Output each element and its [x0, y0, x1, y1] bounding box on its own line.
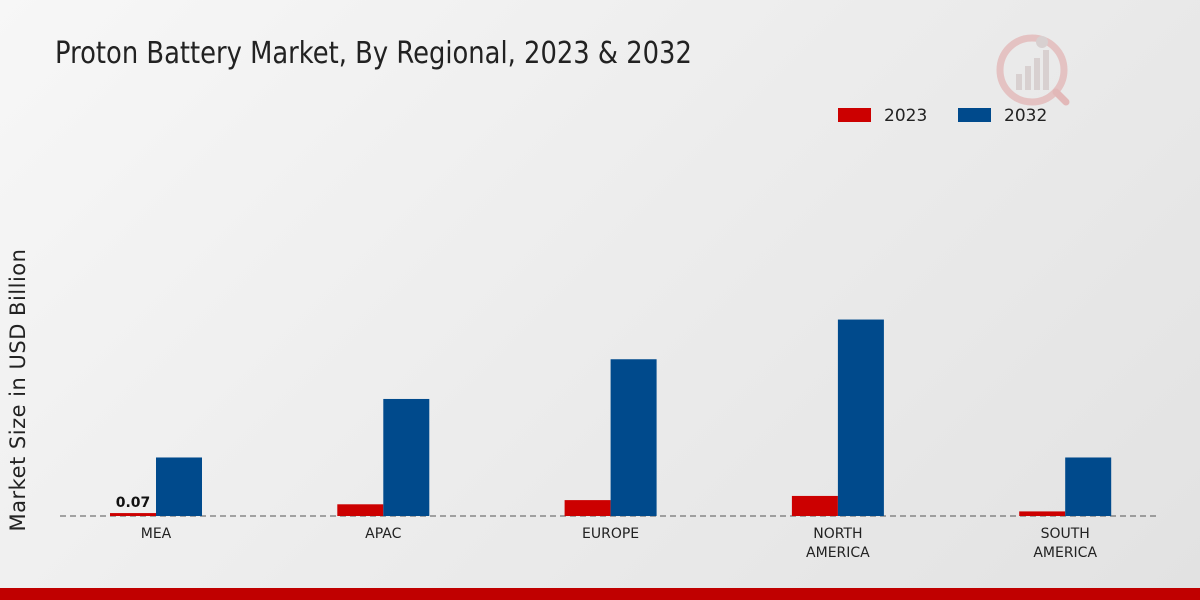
legend-label-2032: 2032: [1004, 106, 1047, 126]
legend-label-2023: 2023: [884, 106, 927, 126]
x-tick-label: AMERICA: [806, 545, 870, 561]
bar-2023-3: [791, 495, 838, 516]
x-tick-label: SOUTH: [1041, 526, 1090, 542]
x-tick-label: AMERICA: [1033, 545, 1097, 561]
bottom-accent-bar: [0, 588, 1200, 600]
bar-2023-0: [110, 513, 156, 516]
x-tick-label: NORTH: [813, 526, 862, 542]
market-research-logo-icon: [996, 34, 1070, 106]
bar-2032-3: [837, 319, 884, 516]
bar-2032-1: [383, 398, 430, 516]
legend-swatch-2032: [958, 108, 991, 122]
bar-2023-1: [337, 504, 384, 516]
bar-2023-2: [564, 500, 611, 516]
bar-2032-2: [610, 359, 657, 516]
x-tick-label: EUROPE: [582, 526, 639, 542]
legend-swatch-2023: [838, 108, 871, 122]
x-tick-label: MEA: [141, 526, 172, 542]
bar-2023-4: [1019, 511, 1066, 516]
chart-title: Proton Battery Market, By Regional, 2023…: [55, 36, 692, 71]
data-label: 0.07: [116, 495, 151, 511]
bar-2032-0: [156, 457, 202, 516]
x-tick-label: APAC: [365, 526, 401, 542]
bar-2032-4: [1065, 457, 1112, 516]
